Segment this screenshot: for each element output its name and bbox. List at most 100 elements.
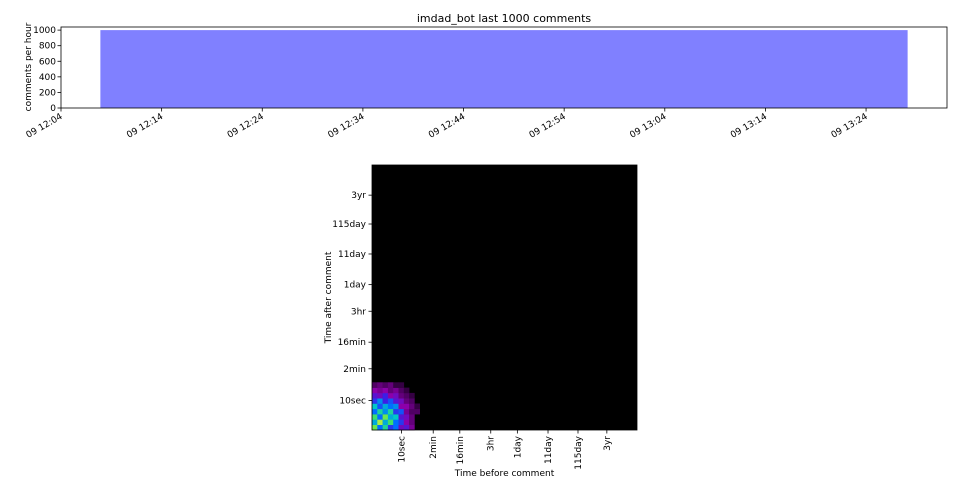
heatmap-y-tick-label-7: 3yr	[351, 191, 366, 201]
heatmap-cell-3	[388, 425, 394, 431]
heatmap-cell-45	[388, 398, 394, 404]
heatmap-cell-51	[377, 393, 383, 399]
x-tick-label-8: 09 13:24	[830, 112, 870, 141]
heatmap-background	[372, 165, 637, 430]
heatmap-cell-52	[383, 393, 389, 399]
heatmap-cell-5	[399, 425, 405, 431]
heatmap-cell-44	[383, 398, 389, 404]
heatmap-cell-11	[388, 419, 394, 425]
heatmap-x-tick-label-6: 115day	[574, 435, 584, 469]
heatmap-y-tick-label-3: 3hr	[351, 307, 366, 317]
heatmap-cell-25	[377, 409, 383, 415]
heatmap-cell-17	[377, 414, 383, 420]
heatmap-y-tick-label-5: 11day	[338, 250, 367, 260]
y-tick-label-400: 400	[39, 73, 56, 83]
heatmap-x-tick-label-7: 3yr	[603, 436, 613, 451]
heatmap-cell-24	[372, 409, 378, 415]
y-tick-label-800: 800	[39, 42, 56, 52]
heatmap-x-tick-label-4: 1day	[513, 435, 523, 458]
x-tick-label-1: 09 12:14	[125, 112, 165, 141]
heatmap-cell-22	[404, 414, 410, 420]
x-tick-label-3: 09 12:34	[327, 112, 367, 141]
heatmap-cell-2	[383, 425, 389, 431]
heatmap-cell-47	[399, 398, 405, 404]
heatmap-cell-23	[409, 414, 415, 420]
x-tick-label-6: 09 13:04	[628, 112, 668, 141]
heatmap-cell-64	[404, 388, 410, 394]
heatmap-cell-61	[388, 388, 394, 394]
heatmap-cell-28	[393, 409, 399, 415]
heatmap-cell-53	[388, 393, 394, 399]
heatmap-cell-70	[399, 382, 405, 388]
y-tick-label-600: 600	[39, 57, 56, 67]
heatmap-cell-40	[409, 404, 415, 410]
heatmap-x-tick-label-1: 2min	[429, 436, 439, 459]
heatmap-cell-27	[388, 409, 394, 415]
heatmap-cell-63	[399, 388, 405, 394]
y-tick-label-1000: 1000	[33, 26, 56, 36]
y-tick-label-0: 0	[50, 104, 56, 114]
bar-chart-y-axis: 0 200 400 600 800 1000	[33, 26, 61, 114]
x-tick-label-0: 09 12:04	[25, 112, 65, 141]
heatmap-cell-31	[409, 409, 415, 415]
heatmap-cell-6	[404, 425, 410, 431]
bar-chart-title: imdad_bot last 1000 comments	[417, 12, 592, 25]
heatmap-cell-56	[404, 393, 410, 399]
heatmap-cell-10	[383, 419, 389, 425]
heatmap-cell-54	[393, 393, 399, 399]
heatmap-cell-59	[377, 388, 383, 394]
heatmap-x-tick-label-0: 10sec	[397, 436, 407, 463]
heatmap-cell-60	[383, 388, 389, 394]
heatmap-cell-30	[404, 409, 410, 415]
heatmap-cell-0	[372, 425, 378, 431]
heatmap-cell-58	[372, 388, 378, 394]
heatmap-x-tick-label-3: 3hr	[487, 436, 497, 451]
heatmap-cell-69	[393, 382, 399, 388]
heatmap-cell-36	[388, 404, 394, 410]
heatmap-cell-50	[372, 393, 378, 399]
heatmap-y-tick-label-6: 115day	[332, 220, 366, 230]
heatmap-cell-37	[393, 404, 399, 410]
heatmap-cell-49	[409, 398, 415, 404]
heatmap-cell-43	[377, 398, 383, 404]
heatmap-cell-48	[404, 398, 410, 404]
heatmap-cell-14	[404, 419, 410, 425]
x-tick-label-5: 09 12:54	[528, 112, 568, 141]
heatmap-cell-66	[377, 382, 383, 388]
bar-0	[100, 30, 907, 108]
heatmap-cell-39	[404, 404, 410, 410]
heatmap-cell-18	[383, 414, 389, 420]
heatmap-cell-1	[377, 425, 383, 431]
heatmap-cell-21	[399, 414, 405, 420]
heatmap-cell-55	[399, 393, 405, 399]
heatmap-cell-38	[399, 404, 405, 410]
x-tick-label-7: 09 13:14	[729, 112, 769, 141]
bar-series	[100, 30, 907, 108]
heatmap-cell-4	[393, 425, 399, 431]
heatmap-cell-20	[393, 414, 399, 420]
heatmap-cell-33	[372, 404, 378, 410]
heatmap-chart: 10sec 2min 16min 3hr 1day 11day 115day 3yr 10se…	[324, 165, 637, 479]
heatmap-x-tick-label-2: 16min	[456, 436, 466, 464]
heatmap-x-axis: 10sec 2min 16min 3hr 1day 11day 115day 3yr	[397, 430, 612, 470]
heatmap-cell-9	[377, 419, 383, 425]
y-tick-label-200: 200	[39, 88, 56, 98]
heatmap-cell-62	[393, 388, 399, 394]
heatmap-y-axis: 10sec2min16min3hr1day11day115day3yr	[332, 191, 372, 406]
heatmap-cell-68	[388, 382, 394, 388]
heatmap-cell-42	[372, 398, 378, 404]
heatmap-cell-26	[383, 409, 389, 415]
heatmap-cell-34	[377, 404, 383, 410]
heatmap-cell-8	[372, 419, 378, 425]
heatmap-x-tick-label-5: 11day	[544, 435, 554, 464]
heatmap-cell-32	[414, 409, 420, 415]
heatmap-cell-16	[372, 414, 378, 420]
x-tick-label-2: 09 12:24	[226, 112, 266, 141]
heatmap-xlabel: Time before comment	[454, 469, 555, 479]
heatmap-cell-13	[399, 419, 405, 425]
heatmap-cell-15	[409, 419, 415, 425]
heatmap-cell-46	[393, 398, 399, 404]
heatmap-cell-57	[409, 393, 415, 399]
heatmap-cell-12	[393, 419, 399, 425]
